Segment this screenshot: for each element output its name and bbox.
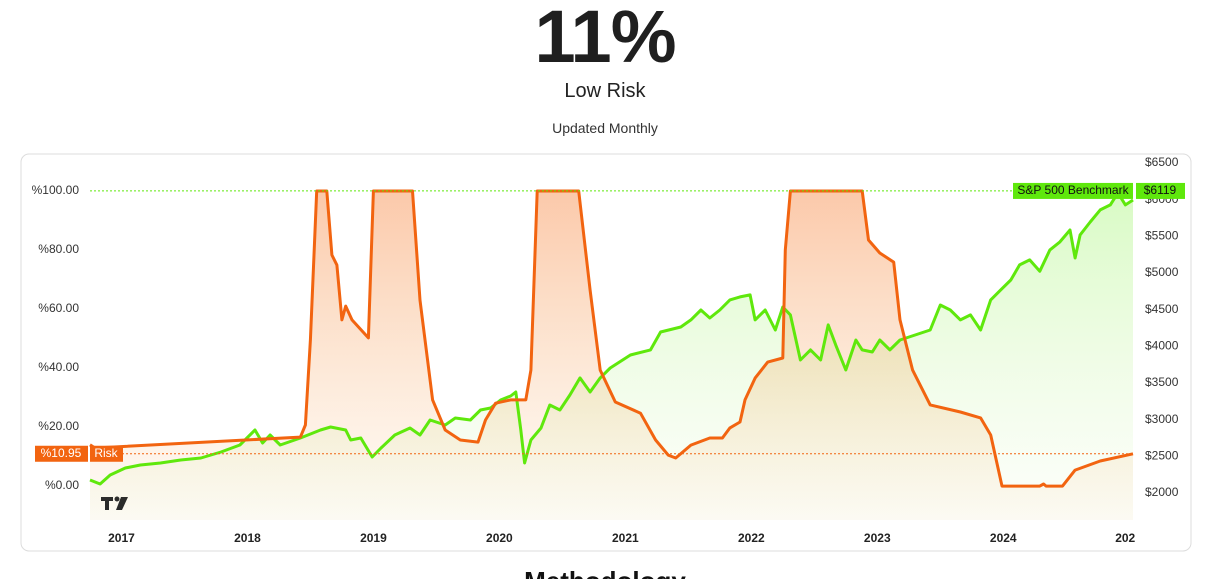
series-badge	[1013, 182, 1133, 199]
y-tick-label: %20.00	[38, 419, 79, 433]
y2-tick-label: $3000	[1145, 412, 1179, 426]
y2-tick-label: $5500	[1145, 229, 1179, 243]
y2-tick-label: $2500	[1145, 449, 1179, 463]
x-tick-label: 2024	[990, 531, 1017, 545]
y-tick-label: %60.00	[38, 301, 79, 315]
y2-tick-label: $4000	[1145, 339, 1179, 353]
x-tick-label: 202	[1115, 531, 1135, 545]
y2-tick-label: $5000	[1145, 265, 1179, 279]
value-badge	[1136, 182, 1185, 199]
y-tick-label: %40.00	[38, 360, 79, 374]
series-badge	[90, 445, 123, 462]
y-tick-label: %80.00	[38, 242, 79, 256]
y-tick-label: %100.00	[32, 183, 80, 197]
value-label: %10.95	[41, 446, 82, 460]
x-tick-label: 2021	[612, 531, 639, 545]
risk-label: Low Risk	[564, 80, 646, 102]
x-tick-label: 2017	[108, 531, 135, 545]
y2-tick-label: $4500	[1145, 302, 1179, 316]
series-line	[89, 191, 1134, 486]
series-name: S&P 500 Benchmark	[1017, 183, 1129, 197]
y2-tick-label: $3500	[1145, 375, 1179, 389]
x-tick-label: 2023	[864, 531, 891, 545]
x-tick-label: 2018	[234, 531, 261, 545]
section-heading: Methodology	[0, 566, 1210, 579]
x-tick-label: 2022	[738, 531, 765, 545]
x-tick-label: 2019	[360, 531, 387, 545]
update-note: Updated Monthly	[552, 120, 658, 136]
risk-score: 11%	[534, 0, 676, 78]
y2-tick-label: $2000	[1145, 485, 1179, 499]
series-name: Risk	[94, 446, 118, 460]
y2-tick-label: $6500	[1145, 155, 1179, 169]
x-tick-label: 2020	[486, 531, 513, 545]
value-label: $6119	[1144, 183, 1177, 197]
series-line	[89, 189, 1134, 488]
value-badge	[35, 445, 88, 462]
y-tick-label: %0.00	[45, 478, 79, 492]
